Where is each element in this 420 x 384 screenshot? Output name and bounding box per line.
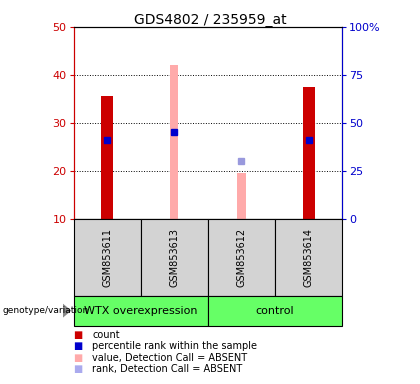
Text: GSM853614: GSM853614 [304,228,314,287]
Bar [237,173,246,219]
Bar [101,96,113,219]
Text: rank, Detection Call = ABSENT: rank, Detection Call = ABSENT [92,364,243,374]
Text: percentile rank within the sample: percentile rank within the sample [92,341,257,351]
Text: GSM853611: GSM853611 [102,228,112,287]
Text: GSM853612: GSM853612 [236,228,247,287]
Text: GDS4802 / 235959_at: GDS4802 / 235959_at [134,13,286,27]
Bar [208,219,275,296]
Text: genotype/variation: genotype/variation [2,306,88,315]
Bar [141,219,208,296]
Text: ■: ■ [74,353,83,363]
Bar [74,219,141,296]
Text: control: control [256,306,294,316]
Text: ■: ■ [74,341,83,351]
Bar [170,65,178,219]
Text: ■: ■ [74,330,83,340]
Text: WTX overexpression: WTX overexpression [84,306,197,316]
Text: count: count [92,330,120,340]
Bar [303,87,315,219]
Bar [208,296,342,326]
Text: ■: ■ [74,364,83,374]
Text: GSM853613: GSM853613 [169,228,179,287]
Bar [275,219,342,296]
Bar [74,296,208,326]
Text: value, Detection Call = ABSENT: value, Detection Call = ABSENT [92,353,247,363]
